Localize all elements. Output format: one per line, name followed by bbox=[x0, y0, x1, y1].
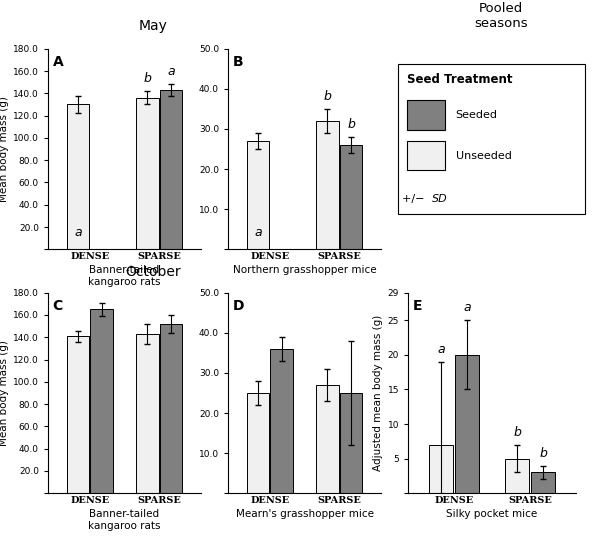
Text: May: May bbox=[139, 19, 167, 33]
Text: b: b bbox=[347, 118, 355, 131]
Text: E: E bbox=[413, 299, 422, 313]
Text: Unseeded: Unseeded bbox=[455, 151, 511, 160]
Bar bbox=[455, 355, 479, 493]
Text: a: a bbox=[254, 227, 262, 240]
Text: b: b bbox=[513, 426, 521, 439]
X-axis label: Banner-tailed
kangaroo rats: Banner-tailed kangaroo rats bbox=[88, 509, 161, 531]
Bar bbox=[398, 64, 586, 214]
Y-axis label: Mean body mass (g): Mean body mass (g) bbox=[0, 340, 9, 446]
Text: a: a bbox=[167, 66, 175, 79]
FancyBboxPatch shape bbox=[407, 141, 445, 170]
Bar bbox=[247, 141, 269, 249]
Bar bbox=[316, 121, 338, 249]
Text: +/−: +/− bbox=[403, 195, 428, 204]
X-axis label: Silky pocket mice: Silky pocket mice bbox=[446, 509, 538, 519]
Bar bbox=[340, 393, 362, 493]
Text: b: b bbox=[539, 447, 547, 460]
FancyBboxPatch shape bbox=[407, 100, 445, 130]
Text: D: D bbox=[233, 299, 244, 313]
Y-axis label: Adjusted mean body mass (g): Adjusted mean body mass (g) bbox=[373, 315, 383, 471]
Y-axis label: Mean body mass (g): Mean body mass (g) bbox=[0, 96, 9, 202]
Bar bbox=[91, 309, 113, 493]
Text: b: b bbox=[143, 72, 151, 85]
Bar bbox=[67, 105, 89, 249]
Bar bbox=[160, 90, 182, 249]
X-axis label: Mearn's grasshopper mice: Mearn's grasshopper mice bbox=[235, 509, 373, 519]
Bar bbox=[531, 473, 556, 493]
Text: a: a bbox=[463, 301, 470, 314]
Text: SD: SD bbox=[432, 195, 448, 204]
Text: a: a bbox=[74, 227, 82, 240]
Bar bbox=[316, 385, 338, 493]
Bar bbox=[340, 145, 362, 249]
Text: Pooled
seasons: Pooled seasons bbox=[474, 2, 528, 30]
Bar bbox=[160, 324, 182, 493]
Text: October: October bbox=[125, 266, 181, 280]
Text: C: C bbox=[53, 299, 63, 313]
Text: Seed Treatment: Seed Treatment bbox=[407, 73, 512, 86]
Bar bbox=[505, 459, 529, 493]
Bar bbox=[428, 445, 453, 493]
Bar bbox=[136, 98, 158, 249]
Text: a: a bbox=[437, 343, 445, 356]
Text: B: B bbox=[233, 55, 243, 69]
Text: A: A bbox=[53, 55, 64, 69]
X-axis label: Northern grasshopper mice: Northern grasshopper mice bbox=[233, 265, 376, 275]
Text: b: b bbox=[323, 90, 331, 103]
Bar bbox=[67, 336, 89, 493]
X-axis label: Banner-tailed
kangaroo rats: Banner-tailed kangaroo rats bbox=[88, 265, 161, 287]
Bar bbox=[136, 334, 158, 493]
Bar bbox=[247, 393, 269, 493]
Bar bbox=[271, 349, 293, 493]
Text: Seeded: Seeded bbox=[455, 110, 497, 120]
